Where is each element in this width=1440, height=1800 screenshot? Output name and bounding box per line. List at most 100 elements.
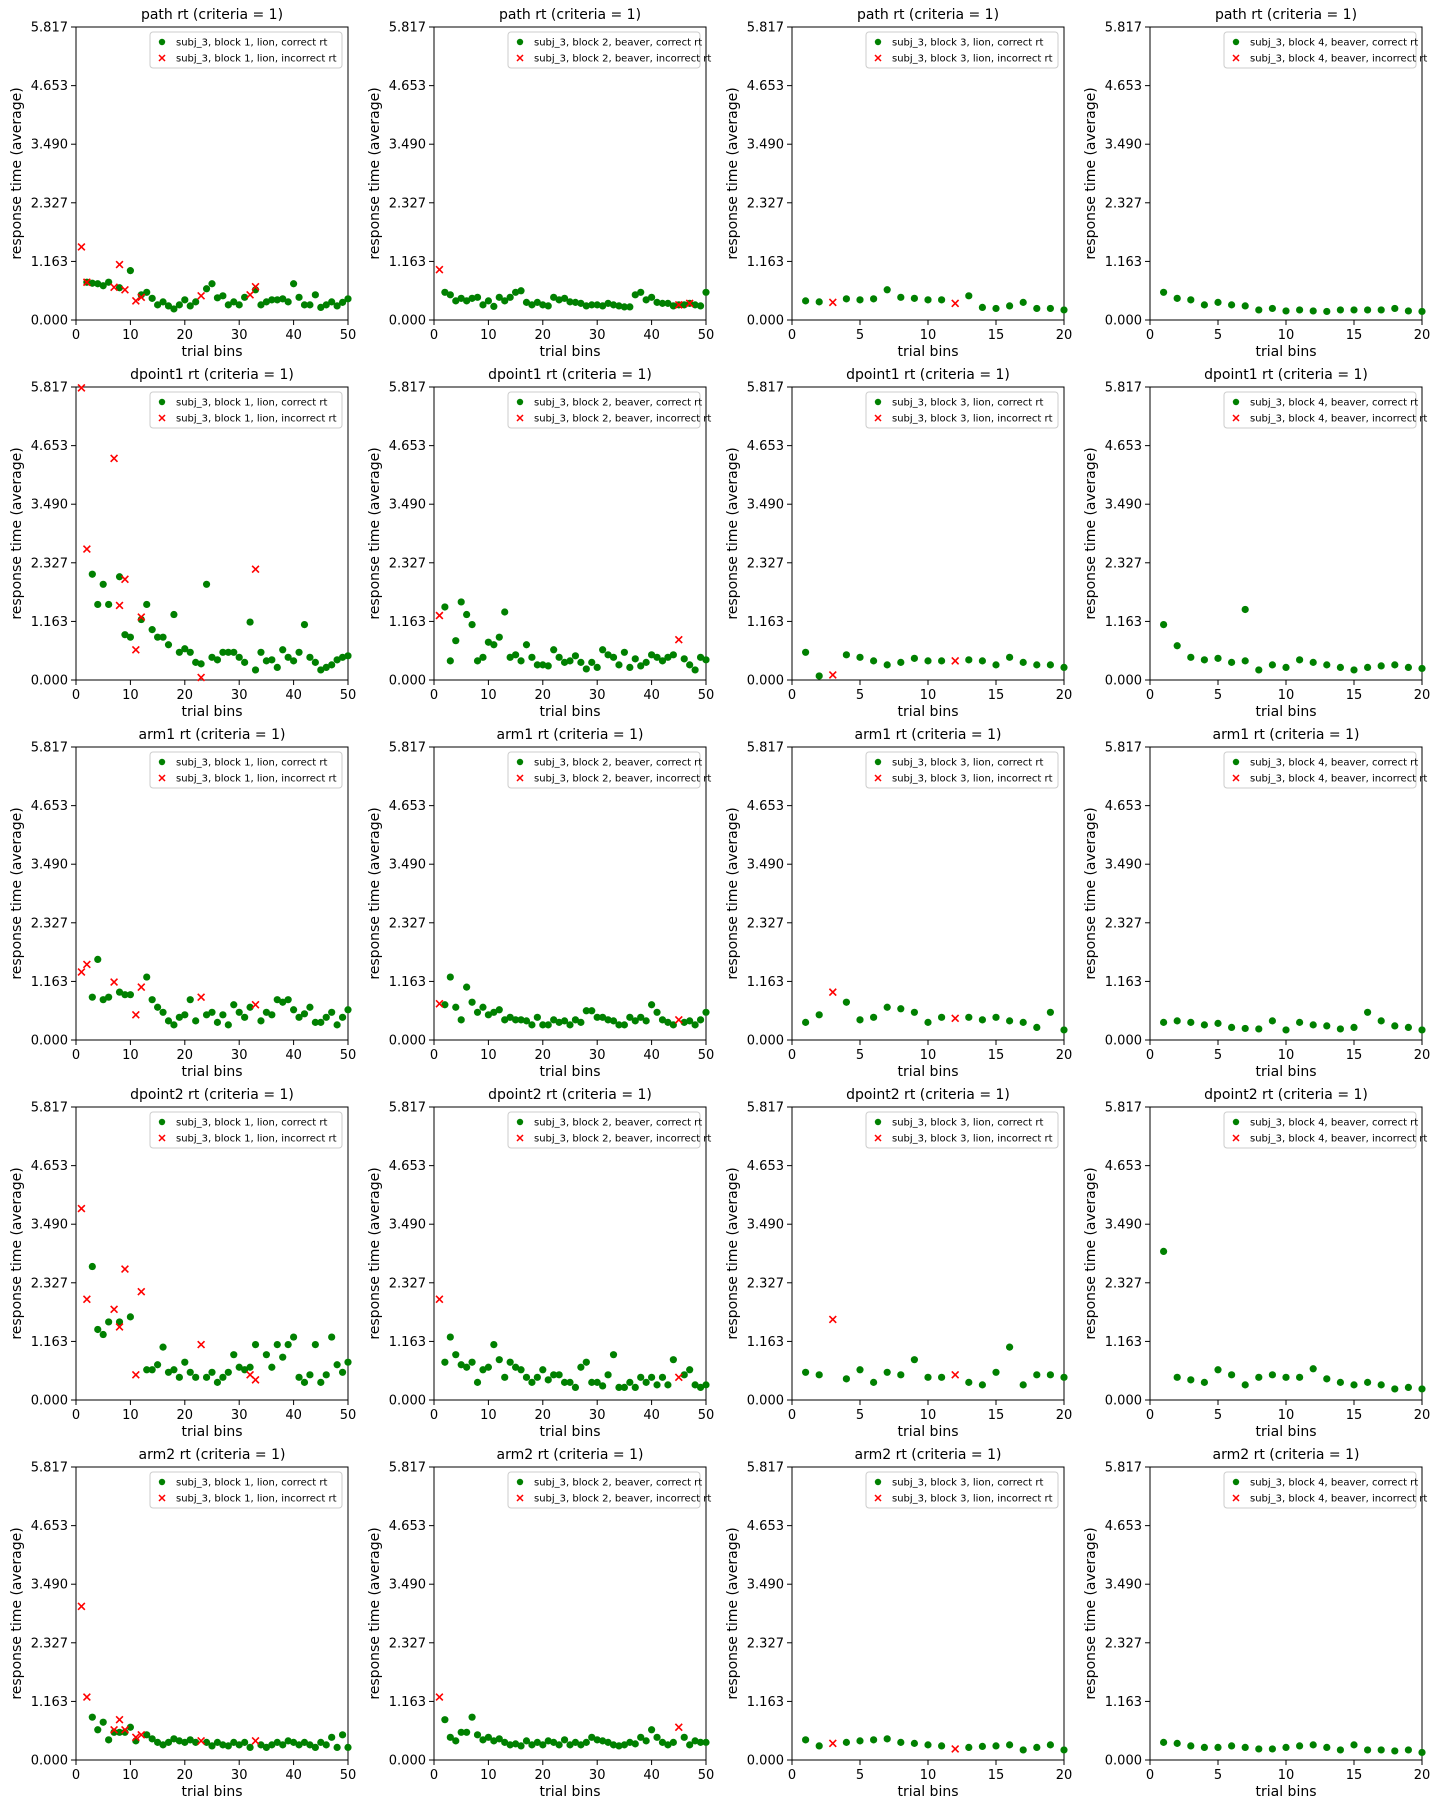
correct-point xyxy=(560,1017,569,1025)
correct-point xyxy=(219,1373,227,1381)
correct-point xyxy=(457,1016,465,1024)
subplot-r3-c3: arm1 rt (criteria = 1) 0.000 1.163 2.327 3.4… xyxy=(725,727,1072,1080)
correct-point xyxy=(588,658,596,666)
correct-point xyxy=(484,1011,492,1019)
legend-incorrect-label: subj_3, block 2, beaver, incorrect rt xyxy=(534,774,711,785)
y-tick-label: 5.817 xyxy=(747,741,784,756)
y-tick-label: 1.163 xyxy=(389,975,426,990)
legend-correct-marker xyxy=(1232,38,1240,46)
correct-point xyxy=(186,1736,194,1744)
correct-point xyxy=(653,1381,661,1389)
y-tick-label: 4.653 xyxy=(31,439,68,454)
correct-point xyxy=(511,1016,520,1024)
correct-point xyxy=(126,991,134,999)
correct-point xyxy=(686,1017,694,1025)
correct-point xyxy=(1350,1741,1358,1749)
correct-point xyxy=(978,303,987,312)
legend-correct-marker xyxy=(1232,1478,1240,1486)
correct-point xyxy=(658,1738,667,1746)
correct-point xyxy=(815,1371,823,1379)
y-tick-label: 4.653 xyxy=(31,799,68,814)
subplot-r1-c2: path rt (criteria = 1) 0.000 1.163 2.327 3.4… xyxy=(367,7,714,360)
correct-point xyxy=(815,1742,823,1750)
correct-point xyxy=(1404,1023,1412,1032)
correct-point xyxy=(268,1011,276,1019)
correct-point xyxy=(1033,1743,1041,1752)
correct-point xyxy=(446,1733,454,1741)
legend-box xyxy=(149,31,343,69)
y-tick-label: 1.163 xyxy=(31,975,68,990)
correct-point xyxy=(446,291,454,299)
correct-point xyxy=(566,1741,574,1749)
x-tick-label: 40 xyxy=(643,1408,660,1423)
legend-correct-marker xyxy=(516,1478,524,1486)
y-tick-label: 2.327 xyxy=(31,196,68,211)
correct-point xyxy=(175,648,183,656)
y-tick-label: 5.817 xyxy=(1105,381,1142,396)
y-tick-label: 2.327 xyxy=(747,916,784,931)
plot-frame xyxy=(1149,1466,1423,1761)
correct-point xyxy=(143,973,151,981)
correct-point xyxy=(680,655,688,663)
x-axis-label: trial bins xyxy=(1256,344,1317,360)
subplot-title: dpoint1 rt (criteria = 1) xyxy=(488,367,652,383)
plot-frame xyxy=(791,1106,1065,1401)
subplot-r5-c2: arm2 rt (criteria = 1) 0.000 1.163 2.327 3.4… xyxy=(367,1447,714,1800)
y-tick-label: 3.490 xyxy=(31,498,68,513)
correct-point xyxy=(642,1378,650,1386)
x-tick-label: 0 xyxy=(430,1048,438,1063)
y-tick-label: 3.490 xyxy=(1105,138,1142,153)
correct-point xyxy=(463,1363,471,1371)
correct-point xyxy=(897,293,905,301)
subplot-title: arm1 rt (criteria = 1) xyxy=(139,727,286,743)
legend-incorrect-label: subj_3, block 3, lion, incorrect rt xyxy=(892,1494,1053,1505)
correct-point xyxy=(148,626,156,634)
x-tick-label: 5 xyxy=(1214,1768,1222,1783)
x-axis-label: trial bins xyxy=(540,1064,601,1080)
correct-point xyxy=(273,1340,281,1349)
y-tick-label: 1.163 xyxy=(1105,615,1142,630)
correct-point xyxy=(473,293,482,301)
correct-point xyxy=(495,1735,503,1743)
correct-point xyxy=(1006,1017,1014,1025)
x-axis-label: trial bins xyxy=(182,1784,243,1800)
plot-frame xyxy=(791,386,1065,681)
correct-point xyxy=(1019,1746,1027,1754)
y-tick-label: 2.327 xyxy=(1105,916,1142,931)
correct-point xyxy=(257,301,265,309)
legend-incorrect-marker xyxy=(516,414,524,422)
correct-point xyxy=(539,1741,547,1749)
correct-point xyxy=(910,294,919,302)
correct-point xyxy=(1309,307,1317,315)
plot-frame xyxy=(433,386,707,681)
legend: subj_3, block 4, beaver, correct rt subj_… xyxy=(1223,1471,1427,1509)
correct-point xyxy=(615,302,623,310)
correct-point xyxy=(490,641,498,649)
correct-point xyxy=(154,633,162,641)
incorrect-point xyxy=(197,993,206,1002)
incorrect-point xyxy=(435,1295,444,1304)
correct-point xyxy=(1241,302,1249,310)
x-tick-label: 20 xyxy=(177,1048,194,1063)
correct-point xyxy=(268,656,276,664)
correct-point xyxy=(284,1737,292,1745)
legend-box xyxy=(1223,751,1417,789)
x-tick-label: 10 xyxy=(122,688,139,703)
correct-point xyxy=(1268,661,1276,669)
legend-incorrect-marker xyxy=(516,774,524,782)
correct-point xyxy=(224,648,232,656)
correct-point xyxy=(446,657,454,665)
correct-point xyxy=(856,296,864,304)
correct-point xyxy=(1336,1746,1344,1754)
correct-point xyxy=(815,298,823,306)
correct-point xyxy=(344,295,352,303)
subplot-title: dpoint1 rt (criteria = 1) xyxy=(846,367,1010,383)
correct-point xyxy=(686,1366,694,1374)
legend-correct-marker xyxy=(158,398,166,406)
correct-point xyxy=(268,296,276,304)
correct-point xyxy=(1046,304,1054,313)
correct-point xyxy=(479,653,487,661)
correct-point xyxy=(1006,1343,1014,1351)
correct-point xyxy=(658,1016,667,1024)
correct-point xyxy=(295,1013,303,1021)
